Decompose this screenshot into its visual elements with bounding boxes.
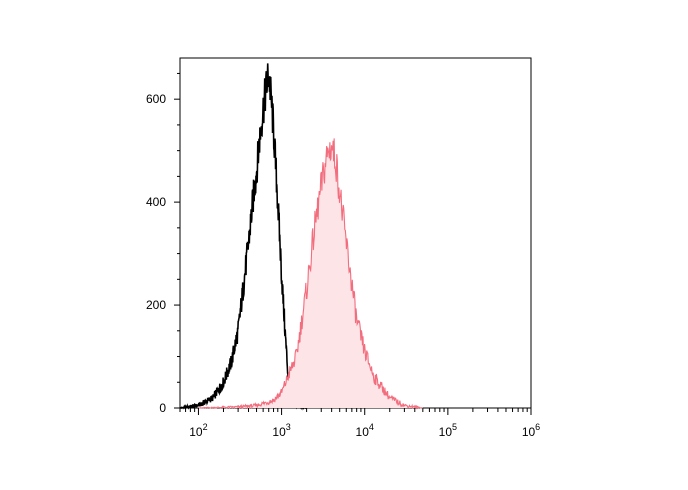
x-tick-label: 103 bbox=[272, 422, 290, 439]
y-tick-label: 400 bbox=[146, 195, 166, 209]
series-outline bbox=[198, 138, 423, 410]
series-fill bbox=[198, 138, 423, 408]
y-tick-label: 0 bbox=[159, 401, 166, 415]
y-tick-label: 600 bbox=[146, 92, 166, 106]
x-tick-label: 102 bbox=[189, 422, 207, 439]
series-line bbox=[179, 63, 307, 411]
y-tick-label: 200 bbox=[146, 298, 166, 312]
x-tick-label: 104 bbox=[356, 422, 374, 439]
x-tick-label: 105 bbox=[439, 422, 457, 439]
x-tick-label: 106 bbox=[522, 422, 540, 439]
